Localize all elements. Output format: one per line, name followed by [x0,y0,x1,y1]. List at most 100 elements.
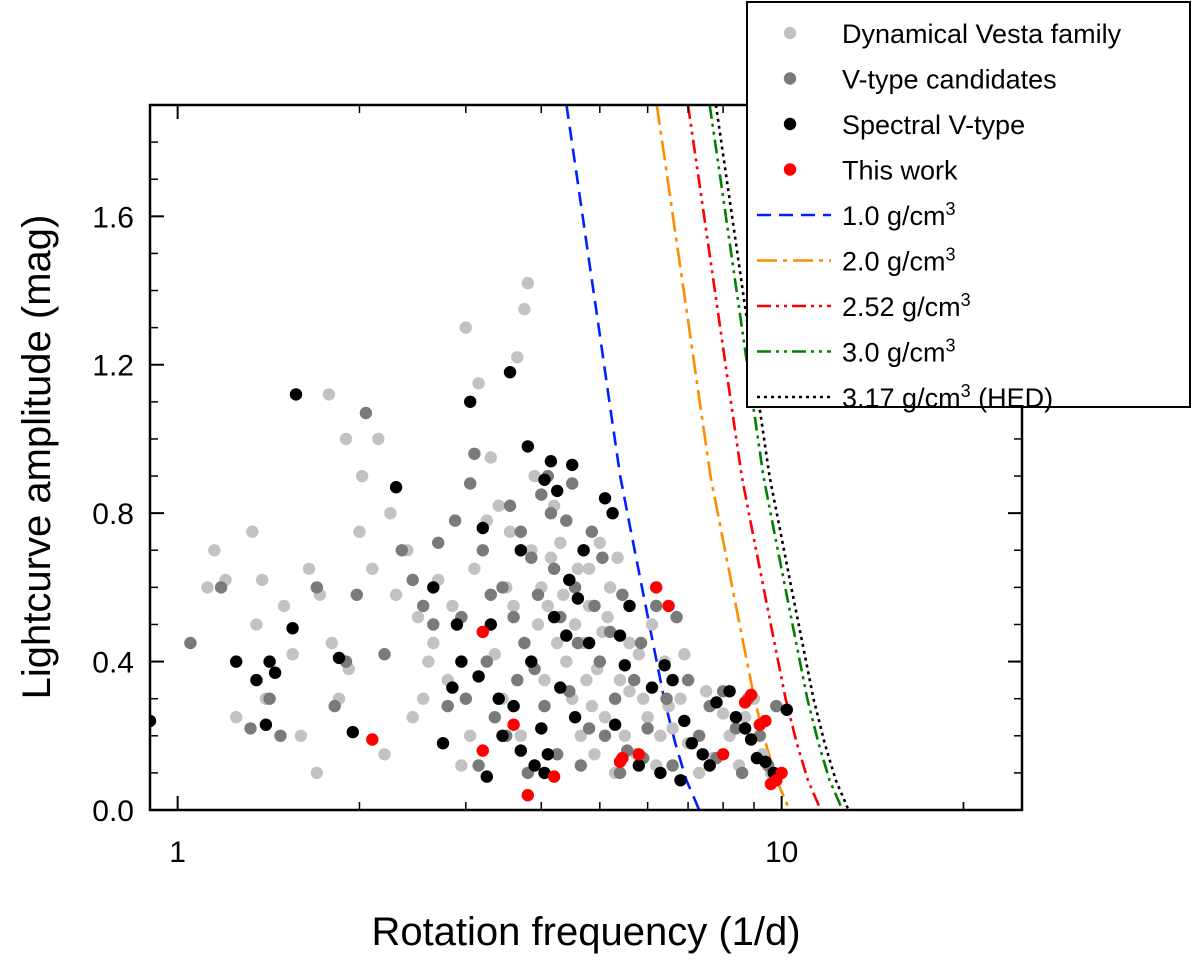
data-point [637,692,650,705]
data-point [598,729,612,742]
data-point [507,599,520,613]
points-layer [150,276,793,802]
data-point [616,588,629,601]
data-point [566,458,579,472]
data-point [551,748,564,761]
data-point [366,733,379,746]
data-point [250,673,263,687]
y-axis-title: Lightcurve amplitude (mag) [15,215,59,700]
data-point [623,685,636,698]
data-point [560,629,573,642]
data-point [468,447,481,460]
data-point [603,581,617,594]
data-point [263,692,276,705]
data-point [582,722,596,735]
data-point [547,770,561,783]
data-point [450,618,464,631]
data-point [395,544,408,557]
data-point [588,748,601,761]
data-point [208,544,221,557]
data-point [310,766,323,780]
density-curve [714,105,850,810]
data-point [355,469,369,483]
data-point [723,685,736,698]
data-point [775,766,788,780]
density-curve [655,105,791,810]
legend-label-sup: 3 [961,381,971,401]
data-point [528,759,541,772]
data-point [268,666,282,679]
data-point [250,618,263,631]
legend-marker [783,72,797,85]
data-point [566,477,579,490]
data-point [674,774,687,787]
density-curve [708,105,844,810]
data-point [244,722,257,735]
data-point [464,395,477,408]
data-point [476,744,489,757]
legend-marker [783,26,797,40]
data-point [601,610,614,624]
data-point [535,722,548,735]
data-point [507,610,520,624]
data-point [464,729,477,742]
data-point [681,673,695,687]
data-point [496,729,509,742]
data-point [541,599,554,613]
data-point [488,711,501,724]
data-point [666,759,679,772]
data-point [577,544,590,557]
data-point [427,636,440,650]
data-point [366,562,379,575]
data-point [582,636,596,650]
data-point [662,599,675,613]
data-point [511,351,524,364]
data-point [744,688,758,702]
data-point [658,659,671,672]
data-point [511,673,524,687]
legend-label: Spectral V-type [842,110,1025,140]
data-point [289,388,303,401]
data-point [645,681,659,694]
data-point [593,536,606,549]
data-point [503,499,517,512]
data-point [596,551,609,564]
data-point [598,492,612,505]
legend-label-sup: 3 [946,245,956,265]
legend-label: 1.0 g/cm3 [842,199,956,231]
data-point [544,455,558,468]
data-point [259,718,273,731]
legend-label: 2.0 g/cm3 [842,245,956,277]
data-point [325,636,338,650]
data-point [459,321,472,334]
data-point [593,655,606,668]
data-point [459,692,472,705]
data-point [568,711,582,724]
data-point [738,722,752,735]
data-point [700,685,713,698]
data-point [372,432,385,446]
data-point [492,499,505,512]
legend-label-sup: 3 [946,336,956,356]
data-point [571,636,585,650]
data-point [521,789,534,802]
y-tick-label: 1.6 [92,201,134,234]
y-tick-label: 1.2 [92,350,134,383]
density-curve [565,105,701,810]
data-point [521,440,534,453]
data-point [378,648,391,661]
plot-frame [148,103,1024,812]
data-point [514,544,527,557]
data-point [608,718,622,731]
legend-label-tail: (HED) [971,383,1054,413]
data-point [476,625,489,639]
data-point [480,770,493,783]
data-point [521,276,534,290]
data-point [547,562,561,575]
data-point [685,737,698,750]
data-point [738,711,752,724]
data-point [623,636,636,650]
data-point [514,744,527,757]
data-point [496,581,509,594]
